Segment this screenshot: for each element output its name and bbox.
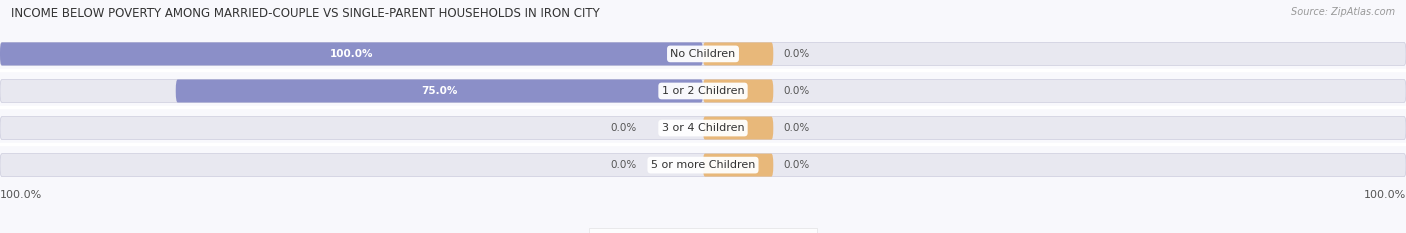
Text: 5 or more Children: 5 or more Children — [651, 160, 755, 170]
Text: 100.0%: 100.0% — [330, 49, 373, 59]
FancyBboxPatch shape — [0, 42, 1406, 65]
Legend: Married Couples, Single Parents: Married Couples, Single Parents — [589, 228, 817, 233]
FancyBboxPatch shape — [703, 79, 773, 103]
Text: 100.0%: 100.0% — [0, 190, 42, 200]
Text: INCOME BELOW POVERTY AMONG MARRIED-COUPLE VS SINGLE-PARENT HOUSEHOLDS IN IRON CI: INCOME BELOW POVERTY AMONG MARRIED-COUPL… — [11, 7, 600, 20]
Text: 1 or 2 Children: 1 or 2 Children — [662, 86, 744, 96]
Text: 0.0%: 0.0% — [785, 123, 810, 133]
Text: 0.0%: 0.0% — [785, 49, 810, 59]
Text: No Children: No Children — [671, 49, 735, 59]
Text: 0.0%: 0.0% — [785, 86, 810, 96]
FancyBboxPatch shape — [0, 42, 703, 65]
FancyBboxPatch shape — [703, 42, 773, 65]
Text: 0.0%: 0.0% — [610, 123, 637, 133]
Text: 3 or 4 Children: 3 or 4 Children — [662, 123, 744, 133]
Text: Source: ZipAtlas.com: Source: ZipAtlas.com — [1291, 7, 1395, 17]
FancyBboxPatch shape — [703, 116, 773, 140]
Text: 75.0%: 75.0% — [422, 86, 457, 96]
Text: 0.0%: 0.0% — [610, 160, 637, 170]
FancyBboxPatch shape — [0, 79, 1406, 103]
FancyBboxPatch shape — [0, 116, 1406, 140]
FancyBboxPatch shape — [703, 154, 773, 177]
Text: 100.0%: 100.0% — [1364, 190, 1406, 200]
Text: 0.0%: 0.0% — [785, 160, 810, 170]
FancyBboxPatch shape — [176, 79, 703, 103]
FancyBboxPatch shape — [0, 154, 1406, 177]
